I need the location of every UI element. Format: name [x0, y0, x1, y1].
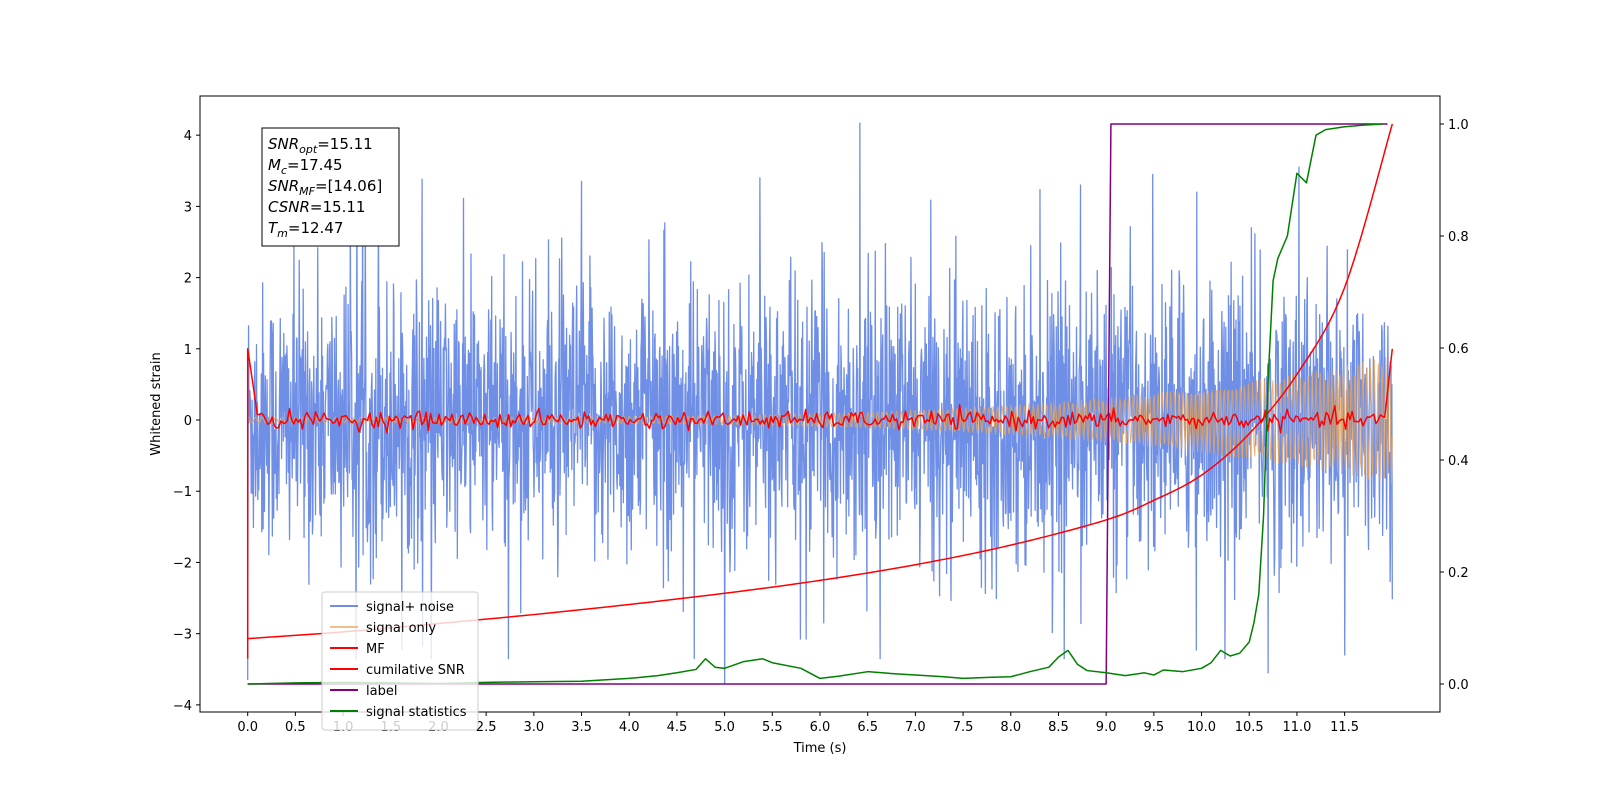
- annotation-symbol: CSNR: [268, 198, 310, 216]
- annotation-subscript: opt: [299, 143, 318, 156]
- series-line-signal-noise: [247, 122, 1393, 685]
- legend: signal+ noise signal only MF cumilative SNR…: [321, 591, 479, 731]
- x-tick-label: 11.5: [1330, 720, 1359, 735]
- x-tick-label: 6.5: [857, 720, 878, 735]
- x-tick-label: 3.5: [571, 720, 592, 735]
- y2-tick-label: 0.4: [1448, 454, 1469, 469]
- y-tick-label: −4: [173, 699, 192, 714]
- y-axis-label: Whitened strain: [149, 352, 164, 455]
- legend-label-signal-noise: signal+ noise: [366, 600, 454, 615]
- annotation-value: =12.47: [288, 219, 344, 237]
- annotation-line: SNRMF=[14.06]: [268, 177, 382, 198]
- x-tick-label: 6.0: [810, 720, 831, 735]
- annotation-line: Tm=12.47: [268, 219, 343, 240]
- series-line-cumilative-snr: [247, 123, 1394, 640]
- y2-tick-label: 0.0: [1448, 678, 1469, 693]
- x-tick-label: 9.5: [1144, 720, 1165, 735]
- annotation-frame: [261, 127, 400, 247]
- x-tick-label: 2.5: [476, 720, 497, 735]
- y-tick-label: 3: [184, 200, 192, 215]
- annotation-value: =15.11: [310, 198, 366, 216]
- x-tick-label: 10.5: [1235, 720, 1264, 735]
- x-tick-label: 10.0: [1187, 720, 1216, 735]
- legend-label-mf: MF: [366, 642, 385, 657]
- x-tick-label: 4.0: [619, 720, 640, 735]
- y-tick-label: 1: [184, 343, 192, 358]
- x-tick-label: 8.0: [1000, 720, 1021, 735]
- annotation-line: SNRopt=15.11: [268, 135, 373, 156]
- y-tick-label: −2: [173, 556, 192, 571]
- x-tick-label: 11.0: [1282, 720, 1311, 735]
- annotation-line: Mc=17.45: [268, 156, 343, 177]
- y2-tick-label: 0.2: [1448, 566, 1469, 581]
- x-tick-label: 4.5: [667, 720, 688, 735]
- annotation-value: =17.45: [287, 156, 343, 174]
- x-axis-label: Time (s): [793, 741, 847, 756]
- x-tick-label: 0.5: [285, 720, 306, 735]
- legend-label-cumilative-snr: cumilative SNR: [366, 663, 465, 678]
- y2-tick-label: 0.8: [1448, 230, 1469, 245]
- y-tick-label: −1: [173, 485, 192, 500]
- x-tick-label: 9.0: [1096, 720, 1117, 735]
- series-line-signal-statistics: [247, 123, 1383, 685]
- y-tick-label: 0: [184, 414, 192, 429]
- y-tick-label: 4: [184, 129, 192, 144]
- legend-label-signal-statistics: signal statistics: [366, 705, 467, 720]
- y-axis-left: −4 −3 −2 −1 0 1 2 3 4: [173, 129, 200, 714]
- x-tick-label: 0.0: [237, 720, 258, 735]
- y2-tick-label: 1.0: [1448, 118, 1469, 133]
- series-line-mf: [246, 348, 1394, 659]
- x-tick-label: 5.0: [714, 720, 735, 735]
- annotation-subscript: MF: [299, 185, 315, 198]
- x-tick-label: 7.0: [905, 720, 926, 735]
- annotation-box: SNRopt=15.11Mc=17.45SNRMF=[14.06]CSNR=15…: [261, 127, 400, 247]
- annotation-symbol: SNR: [268, 135, 299, 153]
- annotation-value: =[14.06]: [315, 177, 382, 195]
- legend-frame: [321, 591, 479, 731]
- annotation-subscript: c: [281, 164, 287, 177]
- y-tick-label: 2: [184, 272, 192, 287]
- series-line-signal-only: [247, 356, 1393, 485]
- x-tick-label: 7.5: [953, 720, 974, 735]
- annotation-symbol: T: [268, 219, 279, 237]
- y-axis-right: 0.0 0.2 0.4 0.6 0.8 1.0: [1440, 118, 1469, 693]
- annotation-symbol: SNR: [268, 177, 299, 195]
- annotation-value: =15.11: [317, 135, 373, 153]
- legend-label-signal-only: signal only: [366, 621, 436, 636]
- y2-tick-label: 0.6: [1448, 342, 1469, 357]
- x-tick-label: 5.5: [762, 720, 783, 735]
- annotation-subscript: m: [277, 227, 288, 240]
- annotation-symbol: M: [268, 156, 281, 174]
- series-layer: [246, 122, 1394, 685]
- x-tick-label: 3.0: [524, 720, 545, 735]
- x-tick-label: 8.5: [1048, 720, 1069, 735]
- annotation-line: CSNR=15.11: [268, 198, 365, 216]
- series-line-label: [247, 123, 1388, 685]
- y-tick-label: −3: [173, 628, 192, 643]
- legend-label-label: label: [366, 684, 397, 699]
